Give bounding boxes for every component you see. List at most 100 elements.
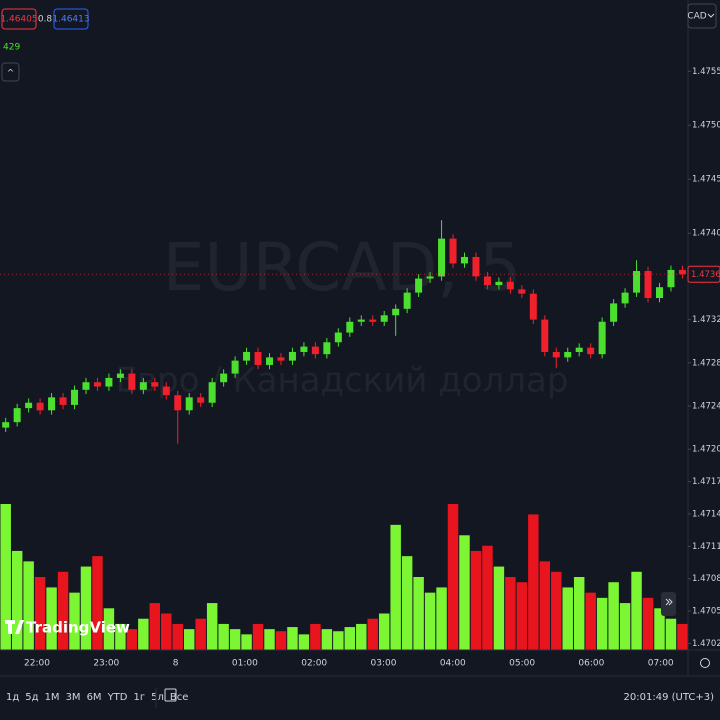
currency-button[interactable] [687, 3, 717, 29]
y-tick-label: 1.47050 [692, 607, 720, 617]
volume-bar [344, 627, 356, 650]
volume-bar [516, 582, 528, 650]
period-button[interactable]: 1г [133, 692, 145, 703]
candle-body [243, 351, 251, 361]
candle-body [2, 422, 10, 428]
volume-bar [436, 587, 447, 650]
candle-body [644, 271, 652, 299]
volume-bar [11, 550, 23, 650]
settings-icon[interactable] [700, 658, 710, 668]
candle-body [220, 373, 228, 383]
volume-bar [539, 561, 551, 650]
candle-body [587, 347, 595, 355]
volume-bar [677, 623, 688, 650]
candle-body [483, 276, 491, 286]
period-button[interactable]: YTD [107, 692, 128, 703]
volume-bar [619, 603, 631, 650]
candle-body [254, 351, 262, 365]
candle-body [495, 281, 503, 286]
volume-bar [298, 634, 310, 650]
y-tick-label: 1.47080 [692, 574, 720, 584]
candle-body [266, 357, 274, 365]
candle-body [82, 382, 90, 390]
candle-body [13, 408, 21, 423]
scroll-button[interactable] [661, 592, 676, 616]
watermark-symbol: EURCAD, 5 [163, 229, 522, 306]
y-tick-label: 1.47320 [692, 315, 720, 325]
volume-bar [367, 618, 378, 650]
brand: TradingView [26, 619, 130, 637]
logo-icon [5, 620, 24, 634]
volume-bar [138, 618, 149, 650]
volume-bar [356, 623, 367, 650]
ask: 1.46413 [52, 15, 89, 25]
volume-bar [115, 623, 126, 650]
candle-body [506, 281, 514, 290]
volume-bar [528, 514, 539, 650]
candle-body [667, 269, 675, 288]
volume-bar [57, 571, 69, 650]
candle-body [678, 269, 686, 275]
last-price-label: 1.47362 [691, 270, 720, 280]
candle-body [36, 402, 44, 411]
candle-body [139, 382, 147, 390]
period-button[interactable]: 5л [151, 692, 164, 703]
y-tick-label: 1.47110 [692, 542, 720, 552]
volume-bar [126, 629, 138, 650]
volume-bar [505, 577, 516, 650]
y-tick-label: 1.47240 [692, 401, 720, 411]
logo: TradingView [5, 619, 130, 637]
candle-body [25, 402, 33, 409]
volume-bar [333, 631, 344, 650]
volume-legend: 429 [3, 43, 20, 53]
volume-bar [287, 627, 298, 650]
candle-body [575, 347, 583, 352]
y-tick-label: 1.47140 [692, 509, 720, 519]
currency: CAD [687, 12, 706, 22]
candle-body [334, 332, 342, 343]
bid: 1.46405 [0, 15, 37, 25]
x-tick-label: 04:00 [440, 659, 466, 669]
volume-bar [447, 504, 459, 650]
volume-bar [218, 623, 229, 650]
clock: 20:01:49 (UTC+3) [624, 692, 715, 703]
volume-bar [264, 629, 275, 650]
candle-body [529, 293, 537, 320]
period-button[interactable]: 3М [66, 692, 81, 703]
x-tick-label: 05:00 [509, 659, 535, 669]
candle-body [48, 397, 56, 411]
candle-body [380, 315, 388, 322]
period-button[interactable]: 5д [25, 692, 38, 703]
volume-bar [596, 597, 608, 650]
candle-body [461, 256, 468, 264]
x-tick-label: 23:00 [93, 659, 119, 669]
date-range-icon[interactable] [164, 688, 177, 702]
candle-body [59, 397, 67, 405]
period-button[interactable]: 1М [45, 692, 60, 703]
x-tick-label: 01:00 [232, 659, 258, 669]
volume-bar [252, 623, 264, 650]
volume-bar [470, 550, 482, 650]
period-bar: 1д 5д 1М 3М 6М YTD 1г 5л Все [6, 692, 188, 703]
candle-body [231, 360, 239, 374]
collapse-button[interactable] [1, 62, 20, 82]
candle-body [426, 276, 434, 279]
candle-body [598, 321, 606, 355]
candle-body [151, 382, 159, 387]
volume-bar [183, 629, 195, 650]
x-tick-label: 06:00 [578, 659, 604, 669]
candle-body [655, 287, 663, 299]
volume-bar [195, 618, 206, 650]
candle-body [369, 319, 377, 322]
period-button[interactable]: Все [170, 692, 189, 703]
candle-body [403, 292, 411, 309]
volume-bar [631, 571, 642, 650]
candle-body [277, 357, 285, 361]
candle-body [116, 373, 124, 378]
candle-body [346, 321, 354, 333]
period-button[interactable]: 1д [6, 692, 19, 703]
volume-bar [92, 556, 103, 650]
volume-bar [46, 587, 57, 650]
candle-body [197, 397, 205, 403]
period-button[interactable]: 6М [87, 692, 102, 703]
